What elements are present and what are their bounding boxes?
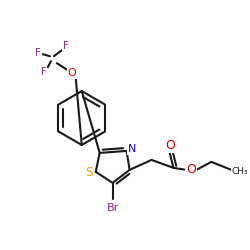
- Text: F: F: [41, 67, 47, 77]
- Text: F: F: [35, 48, 41, 58]
- Text: F: F: [63, 41, 68, 51]
- Text: CH₃: CH₃: [232, 167, 248, 176]
- Text: O: O: [186, 163, 196, 176]
- Text: Br: Br: [106, 203, 119, 213]
- Text: S: S: [85, 166, 93, 179]
- Text: O: O: [166, 140, 175, 152]
- Text: O: O: [68, 68, 76, 78]
- Text: N: N: [128, 144, 136, 154]
